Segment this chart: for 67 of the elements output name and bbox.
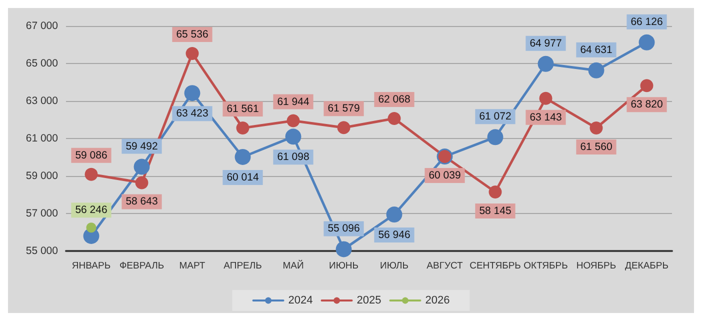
- y-tick-label: 57 000: [26, 208, 58, 220]
- data-label: 63 423: [176, 108, 208, 120]
- x-tick-label: ИЮЛЬ: [380, 260, 408, 272]
- x-tick-label: МАРТ: [179, 260, 206, 272]
- data-label: 66 126: [630, 16, 663, 28]
- point: [84, 168, 98, 181]
- data-label: 61 560: [580, 141, 612, 153]
- data-label: 62 068: [378, 93, 410, 106]
- point: [640, 79, 654, 92]
- data-label: 60 014: [226, 171, 259, 184]
- data-label: 64 977: [530, 37, 562, 50]
- data-label: 64 631: [580, 44, 612, 56]
- data-label: 55 096: [328, 222, 360, 235]
- point: [590, 122, 603, 134]
- point: [487, 129, 504, 146]
- y-tick-label: 59 000: [26, 170, 58, 182]
- point: [234, 148, 251, 165]
- point: [336, 241, 352, 258]
- legend-label: 2026: [425, 294, 450, 306]
- point: [337, 121, 350, 134]
- x-tick-label: АПРЕЛЬ: [224, 260, 262, 272]
- y-tick-label: 63 000: [26, 95, 58, 107]
- point: [588, 62, 604, 78]
- x-tick-label: ЯНВАРЬ: [72, 260, 111, 272]
- point: [488, 186, 502, 199]
- point: [638, 34, 655, 50]
- data-label: 56 946: [378, 229, 410, 242]
- data-label: 56 246: [75, 204, 108, 216]
- point: [539, 92, 552, 105]
- point: [236, 121, 250, 134]
- point: [186, 46, 199, 60]
- y-tick-label: 67 000: [26, 20, 58, 32]
- legend-label: 2025: [356, 294, 382, 306]
- data-label: 61 072: [479, 110, 512, 123]
- point: [286, 114, 300, 128]
- data-label: 61 579: [328, 102, 360, 115]
- data-label: 61 098: [277, 151, 310, 164]
- x-tick-label: АВГУСТ: [426, 260, 464, 272]
- point: [134, 158, 150, 175]
- y-tick-label: 61 000: [26, 132, 58, 144]
- point: [538, 56, 554, 72]
- point: [285, 128, 302, 145]
- data-label: 63 143: [530, 111, 562, 124]
- y-tick-label: 55 000: [26, 245, 58, 257]
- legend-label: 2024: [288, 294, 313, 306]
- data-label: 59 492: [126, 140, 158, 152]
- x-tick-label: ОКТЯБРЬ: [524, 260, 568, 272]
- point: [184, 85, 200, 102]
- data-label: 59 086: [75, 149, 108, 162]
- point: [86, 222, 96, 233]
- x-tick-label: СЕНТЯБРЬ: [470, 260, 521, 272]
- point: [386, 206, 402, 223]
- x-tick-label: МАЙ: [282, 260, 304, 272]
- x-tick-label: НОЯБРЬ: [576, 260, 616, 272]
- data-label: 61 944: [277, 96, 310, 108]
- data-label: 61 561: [226, 102, 259, 115]
- data-label: 58 643: [126, 196, 158, 208]
- data-label: 63 820: [630, 98, 663, 111]
- data-label: 60 039: [428, 170, 461, 182]
- y-tick-label: 65 000: [26, 58, 58, 70]
- point: [135, 176, 148, 190]
- x-tick-label: ИЮНЬ: [328, 260, 359, 272]
- point: [388, 112, 401, 125]
- x-tick-label: ФЕВРАЛЬ: [119, 260, 164, 272]
- data-label: 65 536: [176, 28, 208, 40]
- x-tick-label: ДЕКАБРЬ: [625, 260, 668, 272]
- data-label: 58 145: [479, 205, 512, 218]
